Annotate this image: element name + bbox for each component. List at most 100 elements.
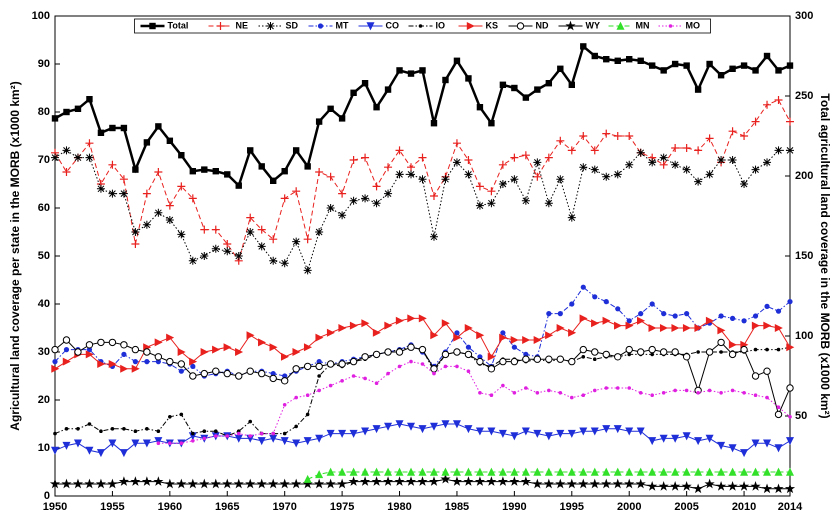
marker <box>85 446 94 455</box>
marker <box>533 335 542 345</box>
marker <box>384 163 393 172</box>
marker <box>614 57 621 64</box>
y2-tick-label: 200 <box>795 170 813 182</box>
marker <box>314 478 325 489</box>
marker <box>303 437 312 446</box>
marker <box>338 189 347 198</box>
marker <box>488 120 495 127</box>
marker <box>788 415 792 419</box>
marker <box>544 153 553 162</box>
marker <box>156 441 161 446</box>
marker <box>613 467 622 476</box>
marker <box>373 104 380 111</box>
marker <box>291 478 302 489</box>
marker <box>612 478 623 489</box>
marker <box>257 437 266 446</box>
marker <box>454 330 460 336</box>
marker <box>294 424 298 429</box>
marker <box>719 350 723 354</box>
marker <box>178 152 185 159</box>
marker <box>247 147 254 154</box>
marker <box>452 467 461 476</box>
marker <box>407 422 416 431</box>
marker <box>233 478 244 489</box>
marker <box>409 359 413 364</box>
marker <box>476 104 484 111</box>
marker <box>649 301 655 307</box>
marker <box>349 467 358 476</box>
marker <box>740 345 748 354</box>
marker <box>338 115 346 122</box>
marker <box>466 369 471 374</box>
marker <box>407 314 416 323</box>
marker <box>372 467 381 476</box>
marker <box>706 60 713 68</box>
marker <box>464 170 473 179</box>
marker <box>591 319 600 328</box>
marker <box>85 139 94 148</box>
marker <box>498 180 507 188</box>
marker <box>280 194 289 203</box>
x-tick-label: 2014 <box>778 501 803 513</box>
marker <box>168 415 172 419</box>
marker <box>659 467 668 476</box>
marker <box>486 476 497 486</box>
marker <box>637 57 644 64</box>
marker <box>751 467 760 476</box>
marker <box>751 117 760 126</box>
marker <box>684 311 690 317</box>
marker <box>729 65 736 72</box>
marker <box>763 52 771 60</box>
marker <box>282 431 287 436</box>
marker <box>671 434 680 443</box>
marker <box>108 359 117 369</box>
marker <box>349 321 358 330</box>
marker <box>650 352 654 357</box>
marker <box>351 374 356 378</box>
marker <box>176 478 187 489</box>
marker <box>395 146 404 155</box>
marker <box>303 266 312 275</box>
marker <box>316 359 322 365</box>
marker <box>740 132 749 140</box>
marker <box>395 316 404 325</box>
marker <box>363 376 367 381</box>
marker <box>567 429 576 438</box>
marker <box>189 357 198 366</box>
marker <box>670 481 681 491</box>
marker <box>671 144 680 152</box>
marker <box>235 372 243 380</box>
marker <box>315 362 323 371</box>
marker <box>303 474 312 483</box>
marker <box>466 21 475 31</box>
marker <box>568 81 575 88</box>
marker <box>429 467 438 476</box>
marker <box>786 62 794 69</box>
marker <box>487 427 496 436</box>
marker <box>443 364 448 369</box>
marker <box>672 313 678 319</box>
marker <box>131 345 140 354</box>
x-tick-label: 2005 <box>674 501 698 513</box>
marker <box>407 467 416 476</box>
marker <box>258 338 267 347</box>
legend-label: MT <box>336 20 349 30</box>
marker <box>452 139 461 148</box>
marker <box>498 160 507 169</box>
marker <box>350 89 357 96</box>
series-line <box>158 361 791 444</box>
marker <box>719 391 723 395</box>
marker <box>557 311 563 317</box>
marker <box>62 168 71 176</box>
marker <box>696 391 700 395</box>
marker <box>463 476 474 486</box>
marker <box>201 166 208 173</box>
marker <box>165 201 174 210</box>
marker <box>776 405 781 410</box>
marker <box>693 483 704 494</box>
marker <box>361 80 369 87</box>
marker <box>292 147 300 154</box>
marker <box>705 134 714 143</box>
marker <box>615 306 621 312</box>
marker <box>441 175 450 184</box>
